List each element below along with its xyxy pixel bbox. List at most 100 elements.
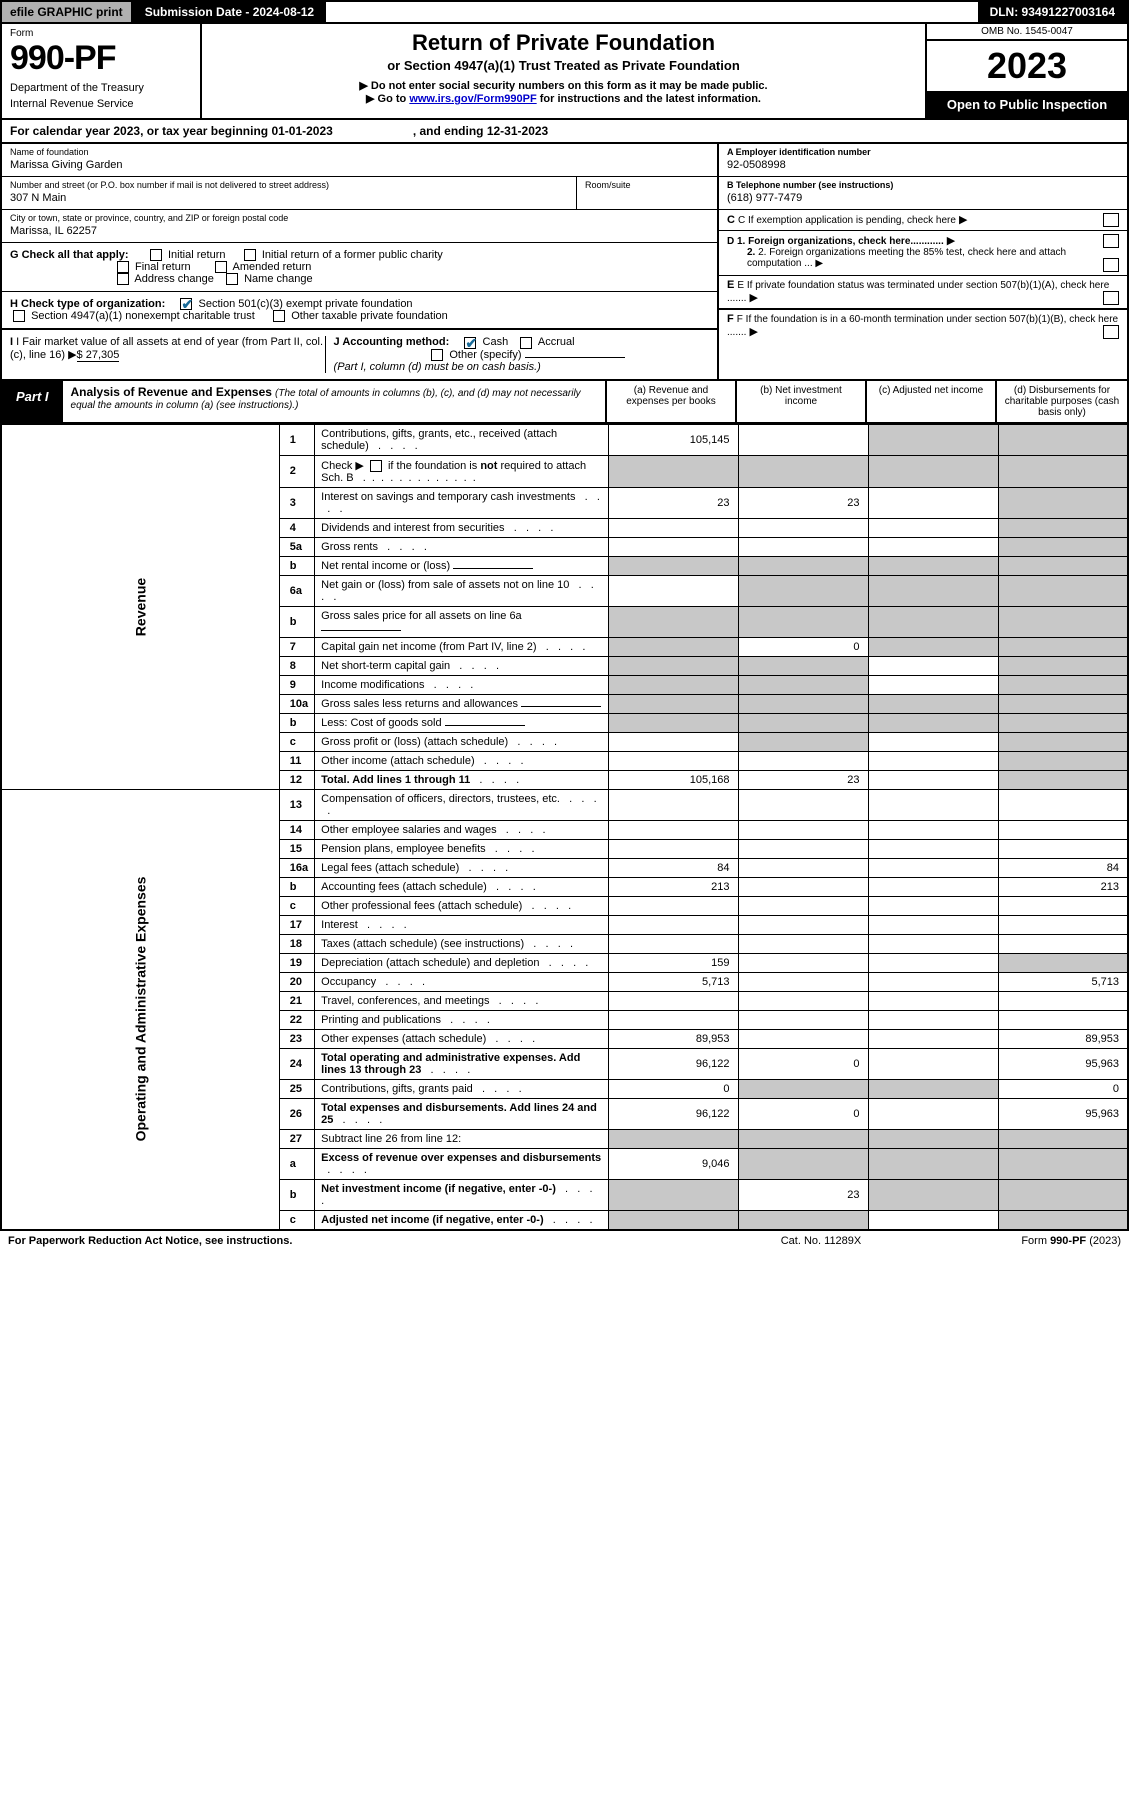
col-c-value [868,1029,998,1048]
col-b-value [738,606,868,637]
501c3-checkbox[interactable] [180,298,192,310]
col-d-value [998,1179,1128,1210]
col-a-value [608,675,738,694]
amended-return-checkbox[interactable] [215,261,227,273]
line-description: Occupancy . . . . [315,972,608,991]
col-a-value [608,537,738,556]
col-a-value [608,1179,738,1210]
col-b-value [738,751,868,770]
col-b-value [738,858,868,877]
col-c-value [868,991,998,1010]
line-number: 25 [279,1079,314,1098]
col-c-value [868,1010,998,1029]
cash-checkbox[interactable] [464,337,476,349]
col-c-value [868,1210,998,1230]
instructions-link-line: ▶ Go to www.irs.gov/Form990PF for instru… [212,92,915,105]
h-label: H Check type of organization: [10,298,165,310]
note-post: for instructions and the latest informat… [537,93,761,105]
line-description: Income modifications . . . . [315,675,608,694]
street-address: 307 N Main [10,190,568,206]
efile-print-button[interactable]: efile GRAPHIC print [2,2,133,22]
col-c-value [868,858,998,877]
col-a-value [608,896,738,915]
col-b-value [738,675,868,694]
opt-initial: Initial return [168,249,225,261]
initial-return-checkbox[interactable] [150,249,162,261]
line-number: 23 [279,1029,314,1048]
col-c-value [868,839,998,858]
col-a-value: 105,168 [608,770,738,789]
c-cell: C C If exemption application is pending,… [719,210,1127,231]
line-description: Gross sales less returns and allowances [315,694,608,713]
f-checkbox[interactable] [1103,325,1119,339]
line-number: b [279,1179,314,1210]
j-label: J Accounting method: [334,336,450,348]
cal-begin: For calendar year 2023, or tax year begi… [10,124,333,138]
line-number: 7 [279,637,314,656]
foundation-name: Marissa Giving Garden [10,157,709,173]
col-a-value: 9,046 [608,1148,738,1179]
address-row: Number and street (or P.O. box number if… [2,177,717,210]
4947-checkbox[interactable] [13,310,25,322]
info-grid: Name of foundation Marissa Giving Garden… [0,144,1129,381]
cal-end: , and ending 12-31-2023 [413,124,548,138]
tax-year: 2023 [927,41,1127,91]
col-a-value: 84 [608,858,738,877]
col-a-value: 89,953 [608,1029,738,1048]
col-d-value [998,487,1128,518]
col-d-value [998,713,1128,732]
col-a-value [608,991,738,1010]
c-checkbox[interactable] [1103,213,1119,227]
col-c-value [868,556,998,575]
line-description: Gross rents . . . . [315,537,608,556]
room-cell: Room/suite [577,177,717,209]
line-description: Other professional fees (attach schedule… [315,896,608,915]
col-c-header: (c) Adjusted net income [867,381,997,422]
d1-checkbox[interactable] [1103,234,1119,248]
year-block: OMB No. 1545-0047 2023 Open to Public In… [927,24,1127,118]
name-change-checkbox[interactable] [226,273,238,285]
form-number-block: Form 990-PF Department of the Treasury I… [2,24,202,118]
other-method-checkbox[interactable] [431,349,443,361]
part1-title: Analysis of Revenue and Expenses [71,385,272,399]
col-d-value [998,606,1128,637]
j-note: (Part I, column (d) must be on cash basi… [334,361,541,373]
address-change-checkbox[interactable] [117,273,129,285]
instructions-link[interactable]: www.irs.gov/Form990PF [409,93,536,105]
d-cell: D 1. Foreign organizations, check here..… [719,231,1127,276]
final-return-checkbox[interactable] [117,261,129,273]
top-bar: efile GRAPHIC print Submission Date - 20… [0,0,1129,24]
col-a-value [608,751,738,770]
g-check-row: G Check all that apply: Initial return I… [2,243,717,292]
col-d-value [998,694,1128,713]
d1-text: D 1. Foreign organizations, check here..… [727,236,944,247]
col-c-value [868,915,998,934]
col-c-value [868,537,998,556]
line-description: Dividends and interest from securities .… [315,518,608,537]
form-label: Form [10,28,192,39]
d2-checkbox[interactable] [1103,258,1119,272]
col-d-value [998,1148,1128,1179]
col-a-value [608,839,738,858]
col-d-value [998,1010,1128,1029]
paperwork-notice: For Paperwork Reduction Act Notice, see … [8,1235,721,1247]
line-number: 8 [279,656,314,675]
col-a-value [608,1010,738,1029]
col-b-value [738,953,868,972]
col-d-value: 89,953 [998,1029,1128,1048]
col-d-value [998,537,1128,556]
e-text: E If private foundation status was termi… [727,280,1109,304]
accrual-checkbox[interactable] [520,337,532,349]
col-c-value [868,877,998,896]
foundation-name-cell: Name of foundation Marissa Giving Garden [2,144,717,177]
addr-label: Number and street (or P.O. box number if… [10,180,568,190]
col-c-value [868,1079,998,1098]
c-text: C If exemption application is pending, c… [738,215,956,226]
g-label: G Check all that apply: [10,249,129,261]
col-a-value [608,789,738,820]
initial-former-checkbox[interactable] [244,249,256,261]
col-b-value [738,694,868,713]
e-checkbox[interactable] [1103,291,1119,305]
col-c-value [868,487,998,518]
other-taxable-checkbox[interactable] [273,310,285,322]
